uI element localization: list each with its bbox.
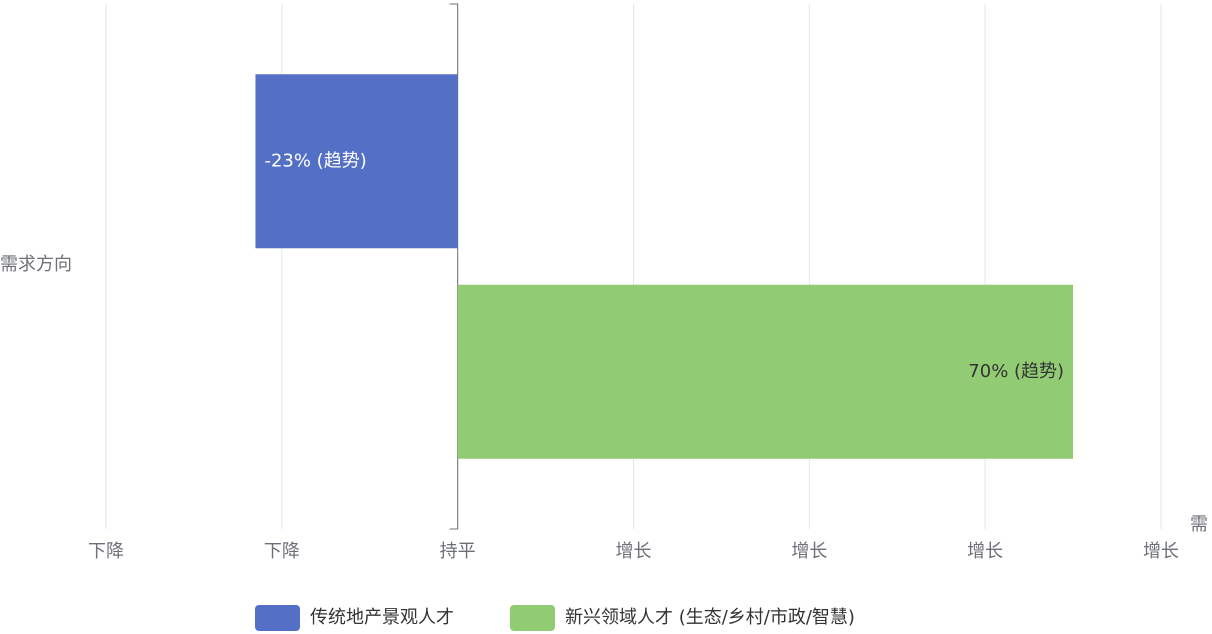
legend-label: 新兴领域人才 (生态/乡村/市政/智慧) bbox=[565, 607, 855, 628]
y-axis-line bbox=[449, 3, 459, 530]
x-tick-label: 增长 bbox=[1143, 541, 1179, 562]
x-tick-label: 下降 bbox=[264, 541, 300, 562]
bar bbox=[255, 74, 458, 249]
data-label: -23% (趋势) bbox=[264, 150, 366, 171]
x-tick-label: 增长 bbox=[616, 541, 652, 562]
data-label: 70% (趋势) bbox=[968, 361, 1064, 382]
x-tick-label: 下降 bbox=[88, 541, 124, 562]
x-tick-label: 增长 bbox=[967, 541, 1003, 562]
legend-swatch bbox=[510, 605, 555, 631]
bar bbox=[457, 284, 1074, 459]
x-tick-label: 增长 bbox=[791, 541, 827, 562]
legend-swatch bbox=[255, 605, 300, 631]
x-tick-label: 持平 bbox=[440, 541, 476, 562]
x-axis-label: 需 bbox=[1190, 514, 1208, 535]
legend-label: 传统地产景观人才 bbox=[310, 607, 454, 628]
y-axis-label: 需求方向 bbox=[0, 254, 72, 275]
